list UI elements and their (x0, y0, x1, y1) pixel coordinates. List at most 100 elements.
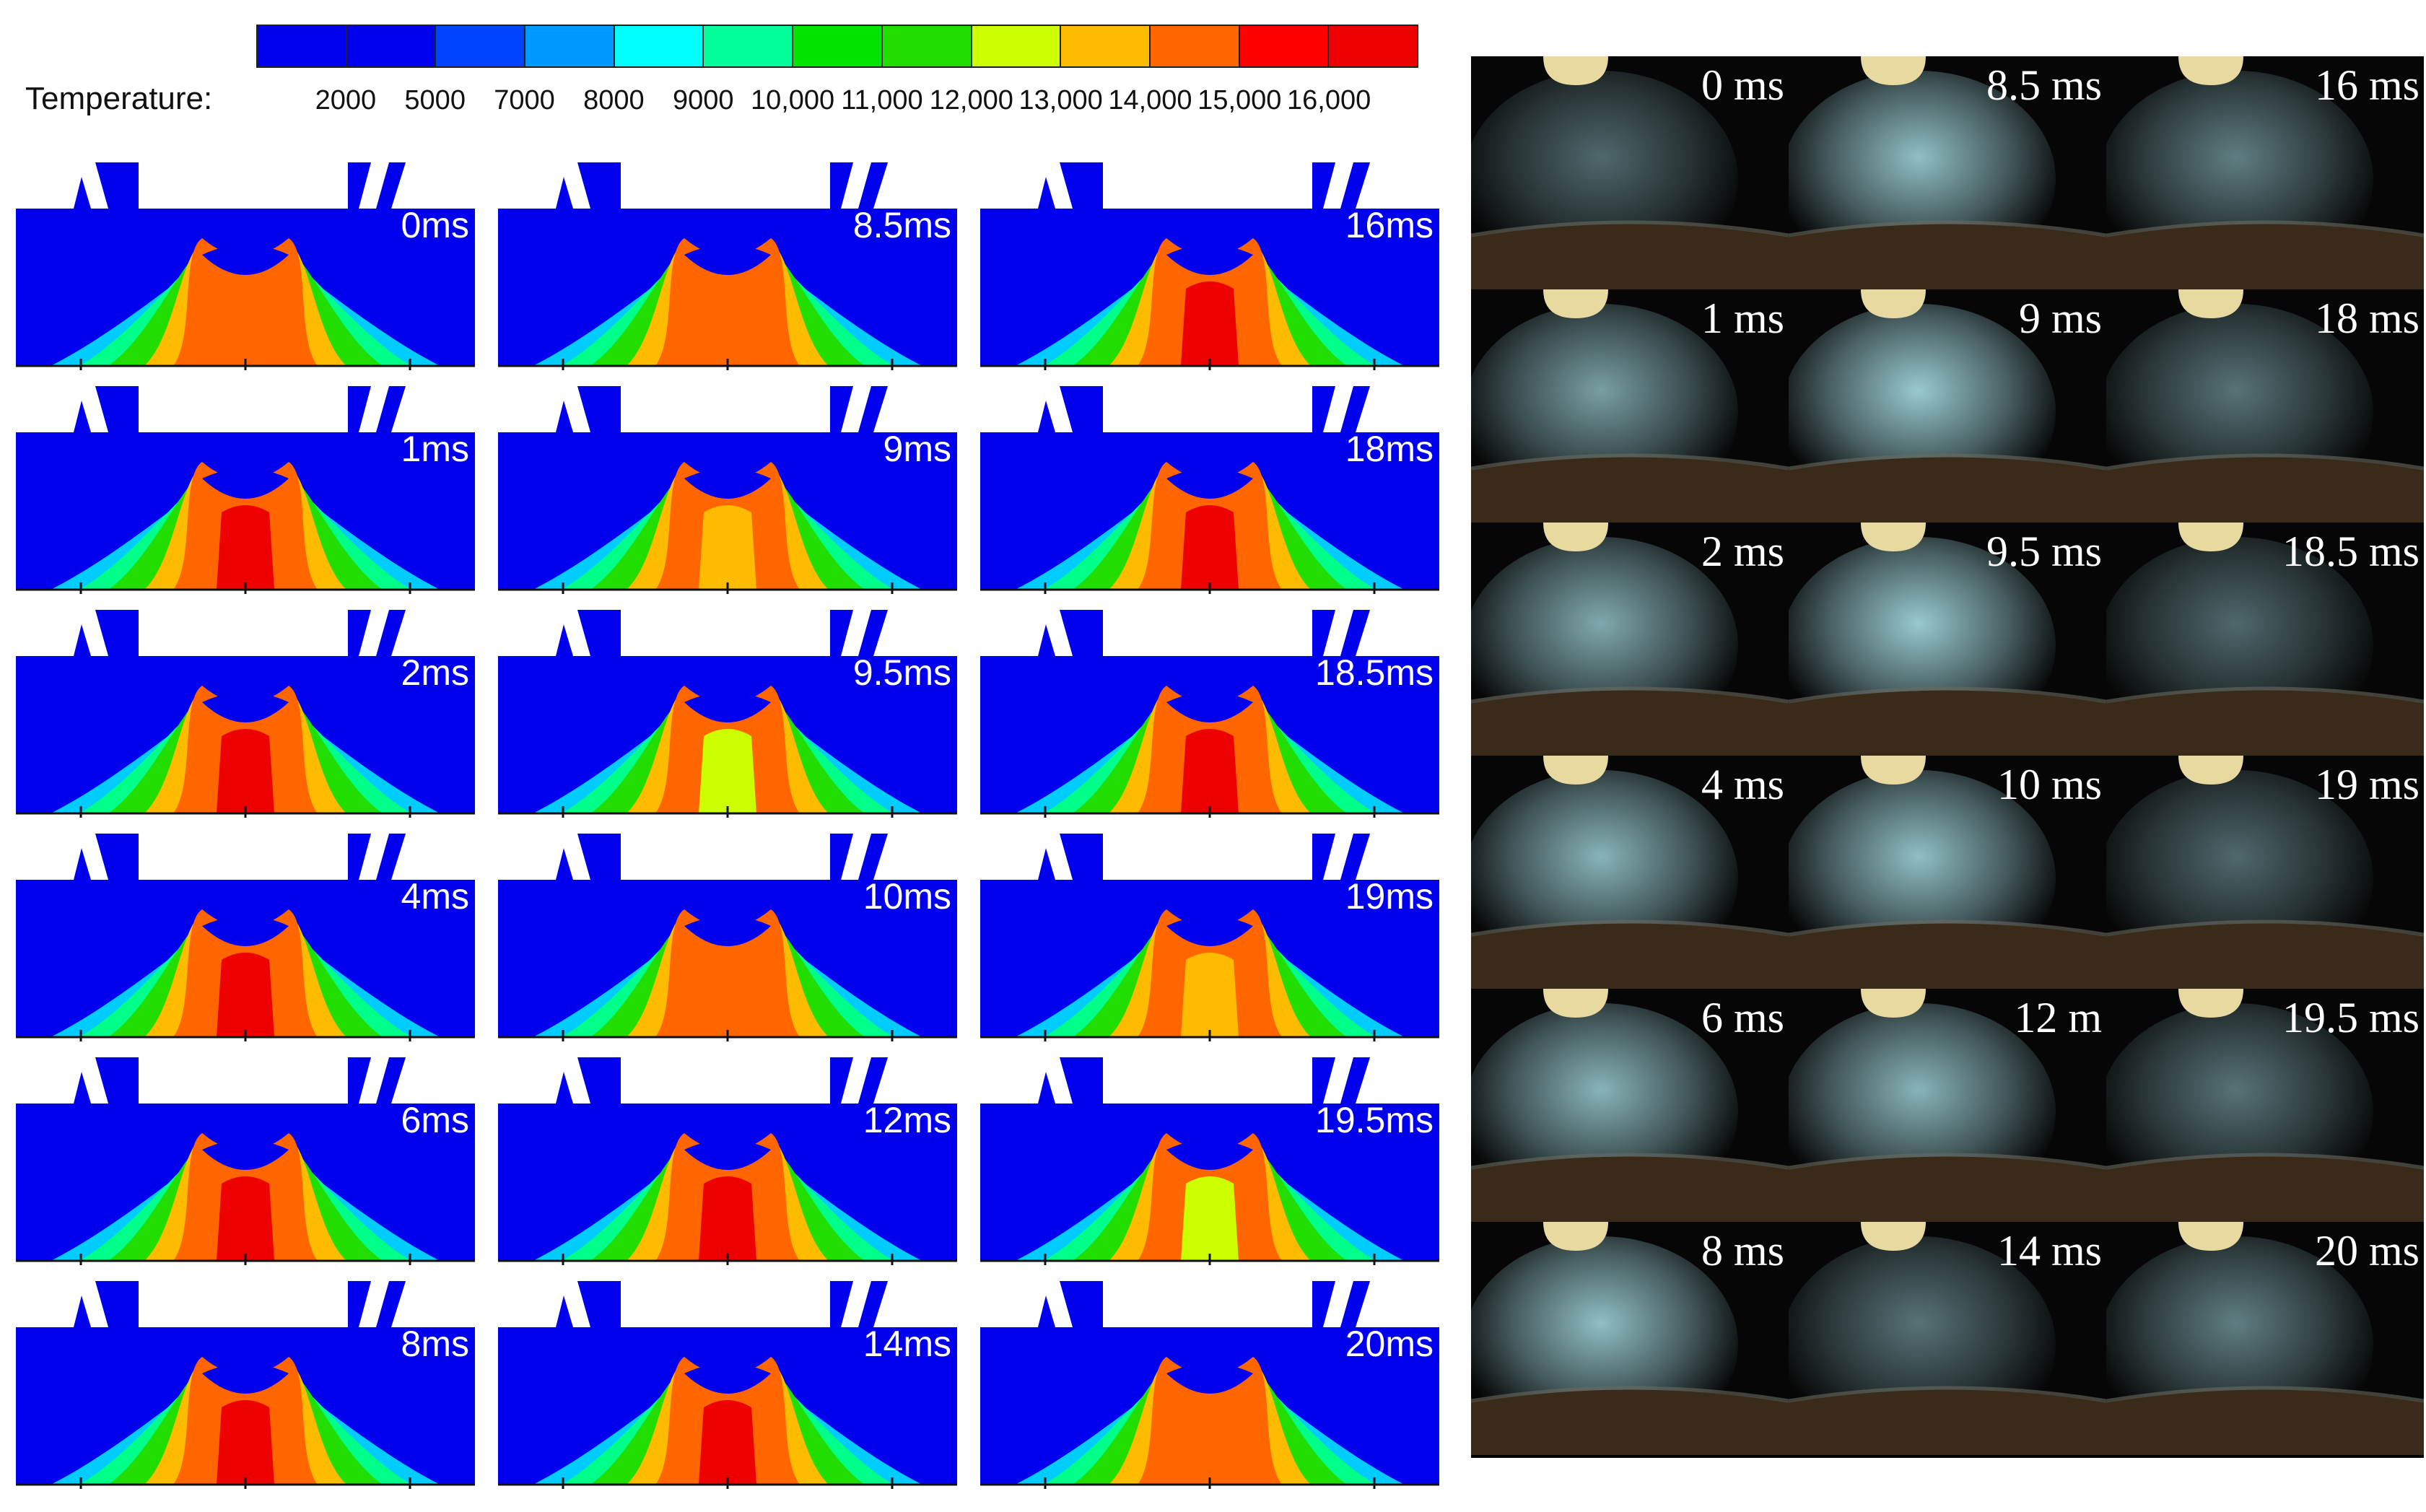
photo-panel: 1 ms (1471, 289, 1789, 523)
temperature-contour (980, 386, 1439, 594)
photo-panel: 0 ms (1471, 56, 1789, 289)
simulation-panel: 0ms (16, 162, 475, 376)
simulation-grid: 0ms 1ms 2ms 4ms 6ms 8ms 8.5ms 9ms 9.5ms 10ms 12ms 1… (16, 162, 1439, 1506)
photo-panel: 16 ms (2106, 56, 2424, 289)
simulation-time-label: 6ms (401, 1100, 469, 1140)
temperature-contour (498, 834, 957, 1041)
arc-photo (2106, 523, 2424, 756)
simulation-time-label: 4ms (401, 876, 469, 917)
simulation-panel: 8ms (16, 1281, 475, 1495)
simulation-time-label: 10ms (863, 876, 951, 917)
simulation-panel: 6ms (16, 1057, 475, 1271)
simulation-time-label: 2ms (401, 652, 469, 693)
colorbar-segment (882, 26, 972, 66)
temperature-contour (16, 1057, 475, 1265)
arc-photo (2106, 989, 2424, 1222)
simulation-panel: 9.5ms (498, 610, 957, 823)
temperature-contour (980, 834, 1439, 1041)
simulation-time-label: 16ms (1345, 205, 1434, 245)
colorbar (256, 25, 1418, 68)
arc-photo (1789, 289, 2106, 523)
photo-panel: 18.5 ms (2106, 523, 2424, 756)
arc-photo (1471, 1222, 1789, 1455)
photo-time-label: 14 ms (1997, 1227, 2102, 1275)
arc-photo (1789, 1222, 2106, 1455)
temperature-contour (16, 834, 475, 1041)
temperature-contour (498, 1057, 957, 1265)
simulation-panel: 14ms (498, 1281, 957, 1495)
legend-tick-label: 9000 (672, 85, 734, 115)
colorbar-segment (346, 26, 437, 66)
arc-photo (1471, 289, 1789, 523)
legend-tick-label: 10,000 (750, 85, 835, 115)
arc-photo (1789, 756, 2106, 989)
simulation-panel: 20ms (980, 1281, 1439, 1495)
legend-tick-label: 11,000 (841, 85, 923, 115)
arc-photo (1471, 989, 1789, 1222)
photo-time-label: 9.5 ms (1986, 528, 2102, 575)
simulation-panel: 18.5ms (980, 610, 1439, 823)
legend-tick-label: 13,000 (1018, 85, 1103, 115)
arc-photo (1471, 756, 1789, 989)
temperature-contour (498, 162, 957, 370)
colorbar-segment (972, 26, 1062, 66)
photo-panel: 8.5 ms (1789, 56, 2106, 289)
photo-time-label: 6 ms (1701, 994, 1784, 1041)
simulation-time-label: 19.5ms (1315, 1100, 1434, 1140)
colorbar-segment (793, 26, 883, 66)
temperature-contour (980, 610, 1439, 818)
simulation-time-label: 9ms (883, 429, 951, 469)
photo-panel: 6 ms (1471, 989, 1789, 1222)
arc-photo (1471, 523, 1789, 756)
photo-panel: 14 ms (1789, 1222, 2106, 1455)
legend-tick-label: 7000 (494, 85, 555, 115)
simulation-panel: 19ms (980, 834, 1439, 1047)
photo-panel: 9.5 ms (1789, 523, 2106, 756)
photo-panel: 9 ms (1789, 289, 2106, 523)
simulation-panel: 8.5ms (498, 162, 957, 376)
colorbar-segment (258, 26, 347, 66)
simulation-panel: 4ms (16, 834, 475, 1047)
temperature-contour (980, 1057, 1439, 1265)
arc-photo (1471, 56, 1789, 289)
colorbar-segment (1239, 26, 1330, 66)
photo-time-label: 19.5 ms (2282, 994, 2420, 1041)
simulation-time-label: 9.5ms (852, 652, 951, 693)
simulation-time-label: 14ms (863, 1324, 951, 1364)
photo-time-label: 1 ms (1701, 294, 1784, 342)
arc-photo (2106, 1222, 2424, 1455)
temperature-contour (498, 1281, 957, 1489)
simulation-panel: 18ms (980, 386, 1439, 600)
photo-panel: 2 ms (1471, 523, 1789, 756)
simulation-panel: 1ms (16, 386, 475, 600)
simulation-time-label: 18.5ms (1315, 652, 1434, 693)
photo-time-label: 10 ms (1997, 761, 2102, 808)
photo-time-label: 9 ms (2018, 294, 2102, 342)
simulation-panel: 12ms (498, 1057, 957, 1271)
simulation-time-label: 18ms (1345, 429, 1434, 469)
photo-time-label: 8.5 ms (1986, 61, 2102, 109)
photo-time-label: 16 ms (2314, 61, 2420, 109)
temperature-contour (16, 162, 475, 370)
simulation-time-label: 1ms (401, 429, 469, 469)
simulation-time-label: 0ms (401, 205, 469, 245)
photo-panel: 18 ms (2106, 289, 2424, 523)
arc-photo (1789, 56, 2106, 289)
photo-time-label: 18 ms (2314, 294, 2420, 342)
photo-grid: 0 ms 1 ms 2 ms (1471, 56, 2424, 1458)
colorbar-segment (614, 26, 704, 66)
legend-tick-label: 8000 (583, 85, 645, 115)
simulation-time-label: 12ms (863, 1100, 951, 1140)
temperature-contour (498, 610, 957, 818)
simulation-panel: 2ms (16, 610, 475, 823)
colorbar-segment (1061, 26, 1151, 66)
legend-title: Temperature: (25, 81, 213, 116)
photo-panel: 19 ms (2106, 756, 2424, 989)
photo-time-label: 2 ms (1701, 528, 1784, 575)
simulation-panel: 10ms (498, 834, 957, 1047)
temperature-contour (16, 386, 475, 594)
photo-time-label: 4 ms (1701, 761, 1784, 808)
simulation-panel: 16ms (980, 162, 1439, 376)
legend-tick-label: 5000 (404, 85, 466, 115)
photo-time-label: 12 m (2014, 994, 2102, 1041)
